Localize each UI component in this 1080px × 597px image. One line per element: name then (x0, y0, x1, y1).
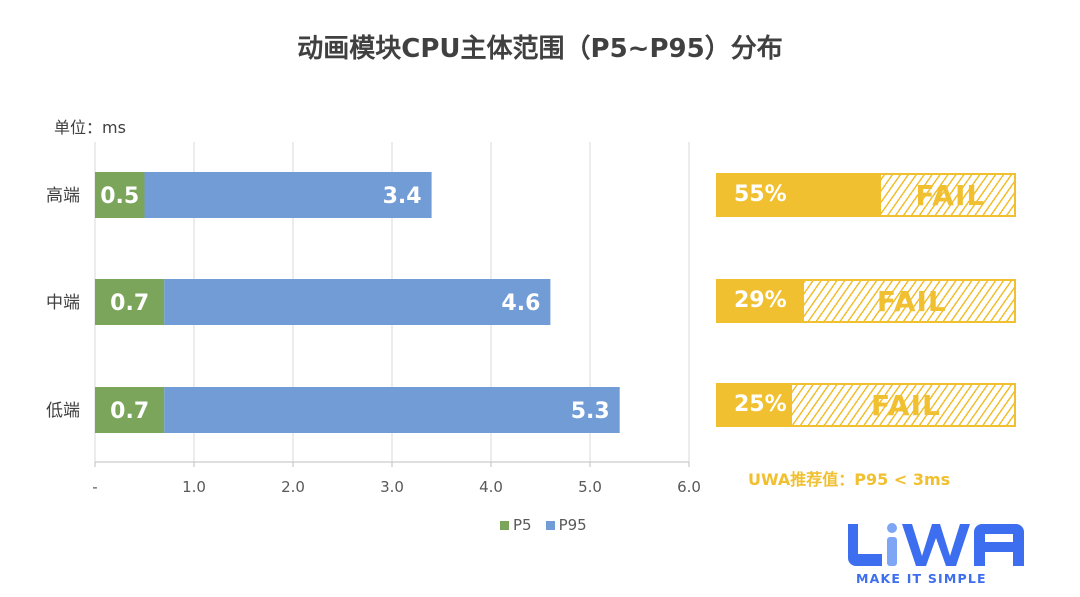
pass-rate-percent: 55% (734, 182, 787, 207)
pass-rate-bar: 55% FAIL (716, 173, 1016, 217)
x-tick-label: - (92, 478, 97, 496)
pass-rate-percent: 29% (734, 288, 787, 313)
category-label: 低端 (46, 401, 80, 421)
fail-status: FAIL (876, 285, 947, 318)
pass-rate-bar: 25% FAIL (716, 383, 1016, 427)
data-label-p95: 5.3 (571, 399, 610, 424)
legend-item-p95: P95 (545, 516, 587, 534)
legend-label-p95: P95 (558, 516, 587, 534)
legend-swatch-p95 (545, 521, 555, 530)
recommendation-text: UWA推荐值：P95 < 3ms (748, 470, 951, 489)
fail-status: FAIL (871, 389, 941, 422)
data-label-p5: 0.5 (100, 184, 139, 209)
unit-label: 单位：ms (54, 118, 126, 137)
x-tick-label: 6.0 (677, 478, 701, 496)
legend: P5 P95 (500, 516, 587, 534)
category-label: 高端 (46, 186, 80, 206)
bar-p95 (164, 279, 551, 325)
x-tick-label: 1.0 (182, 478, 206, 496)
pass-rate-fill (718, 385, 792, 425)
uwa-logo (848, 523, 1024, 566)
x-tick-label: 5.0 (578, 478, 602, 496)
pass-rate-bar: 29% FAIL (716, 279, 1016, 323)
legend-item-p5: P5 (500, 516, 532, 534)
fail-status: FAIL (915, 179, 986, 212)
bar-p5 (95, 387, 165, 433)
pass-rate-fill (718, 175, 881, 215)
logo-tagline: MAKE IT SIMPLE (856, 571, 987, 586)
legend-label-p5: P5 (513, 516, 532, 534)
category-label: 中端 (46, 293, 80, 313)
x-tick-label: 3.0 (380, 478, 404, 496)
bar-p5 (95, 172, 145, 218)
bar-p95 (164, 387, 620, 433)
bar-p5 (95, 279, 165, 325)
chart-title: 动画模块CPU主体范围（P5~P95）分布 (297, 34, 783, 64)
data-label-p5: 0.7 (110, 399, 149, 424)
bar-p95 (144, 172, 432, 218)
x-tick-label: 2.0 (281, 478, 305, 496)
pass-rate-fill (718, 281, 804, 321)
x-tick-label: 4.0 (479, 478, 503, 496)
pass-rate-percent: 25% (734, 392, 787, 417)
data-label-p95: 4.6 (501, 291, 540, 316)
data-label-p95: 3.4 (383, 184, 422, 209)
data-label-p5: 0.7 (110, 291, 149, 316)
legend-swatch-p5 (500, 521, 509, 530)
